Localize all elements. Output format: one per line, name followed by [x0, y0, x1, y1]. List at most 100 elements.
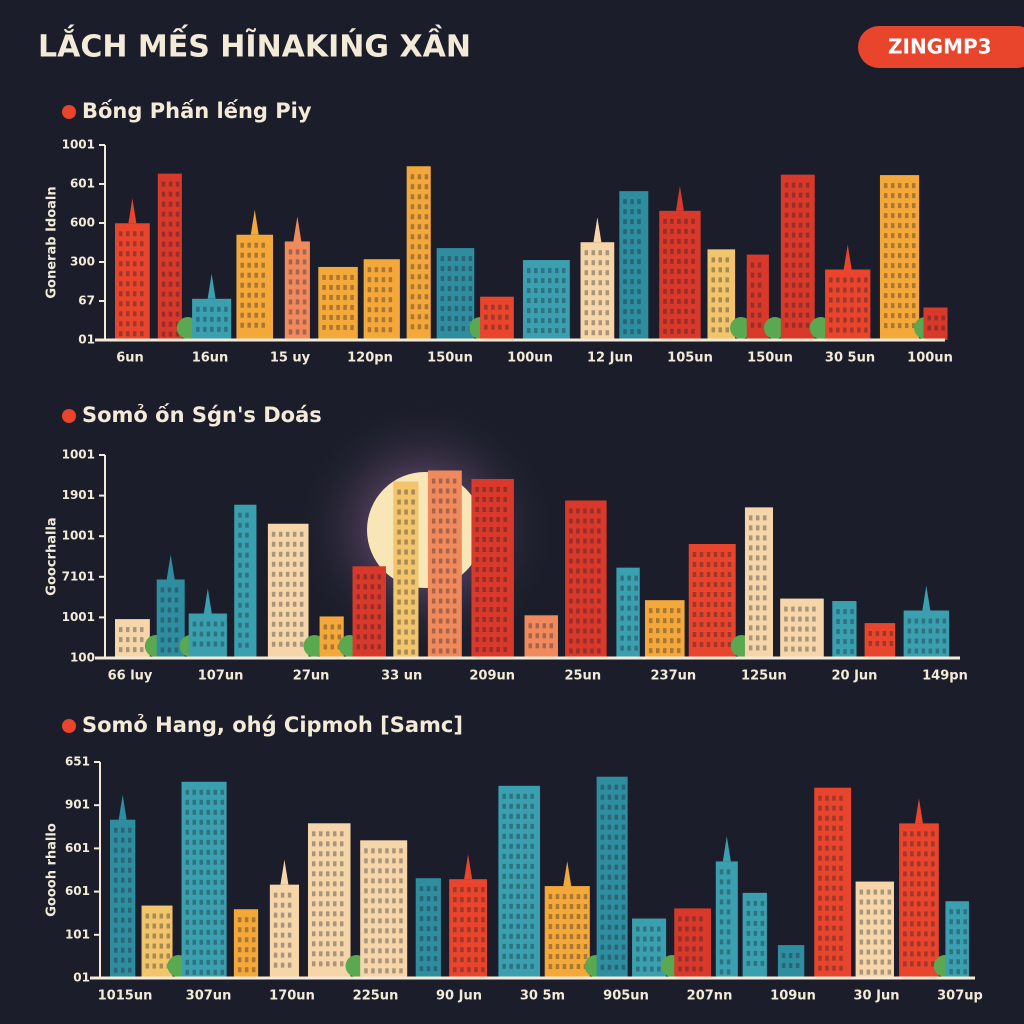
- window: [597, 628, 601, 634]
- window: [637, 289, 641, 295]
- window: [213, 949, 218, 955]
- window: [576, 894, 581, 900]
- window: [924, 871, 928, 877]
- window: [931, 931, 935, 937]
- window: [509, 943, 513, 949]
- window: [873, 969, 878, 975]
- building: [449, 879, 488, 978]
- window: [247, 322, 251, 328]
- window: [392, 868, 396, 874]
- y-tick-label: 01: [78, 333, 95, 347]
- window: [447, 276, 452, 282]
- window: [152, 953, 157, 959]
- window: [318, 841, 323, 847]
- window: [931, 881, 935, 887]
- window: [630, 309, 634, 315]
- window: [311, 931, 316, 937]
- window: [890, 303, 895, 309]
- window: [491, 314, 495, 320]
- window: [523, 843, 527, 849]
- window: [220, 829, 225, 835]
- window: [271, 611, 276, 617]
- window: [343, 284, 347, 290]
- window: [244, 937, 249, 943]
- window: [417, 224, 422, 230]
- window: [410, 184, 415, 190]
- window: [887, 949, 892, 955]
- window: [322, 324, 326, 330]
- window: [364, 928, 368, 934]
- window: [621, 934, 626, 940]
- window: [757, 262, 762, 268]
- x-tick-label: 905un: [603, 989, 649, 1004]
- window: [805, 252, 810, 258]
- window: [475, 486, 479, 492]
- window: [873, 889, 878, 895]
- window: [489, 506, 493, 512]
- window: [535, 623, 540, 629]
- window: [600, 944, 605, 950]
- window: [502, 833, 506, 839]
- window: [897, 283, 902, 289]
- window: [897, 223, 902, 229]
- window: [623, 279, 627, 285]
- window: [548, 924, 553, 930]
- window: [910, 871, 914, 877]
- window: [873, 899, 878, 905]
- window: [114, 957, 118, 963]
- window: [924, 941, 928, 947]
- window: [381, 327, 386, 333]
- window: [597, 568, 601, 574]
- window: [285, 591, 290, 597]
- y-axis-label: Gonerab Idoaln: [45, 186, 60, 298]
- window: [411, 639, 415, 645]
- window: [452, 548, 457, 554]
- window: [530, 953, 534, 959]
- window: [890, 313, 895, 319]
- window: [791, 646, 795, 652]
- window: [873, 939, 878, 945]
- window: [699, 612, 704, 618]
- window: [699, 582, 704, 588]
- window: [883, 323, 888, 329]
- window: [791, 626, 795, 632]
- x-tick-label: 30 5m: [520, 989, 565, 1004]
- window: [605, 330, 610, 336]
- window: [199, 929, 204, 935]
- building: [115, 619, 150, 658]
- window: [261, 292, 265, 298]
- window: [240, 302, 244, 308]
- window: [825, 935, 829, 941]
- window: [245, 612, 249, 618]
- window: [555, 944, 560, 950]
- window: [356, 594, 361, 600]
- window: [126, 261, 130, 267]
- window: [119, 241, 123, 247]
- window: [825, 875, 829, 881]
- window: [533, 318, 538, 324]
- window: [325, 941, 330, 947]
- window: [168, 231, 173, 237]
- window: [273, 952, 278, 958]
- window: [140, 261, 144, 267]
- window: [254, 292, 258, 298]
- window: [726, 909, 731, 915]
- window: [392, 948, 396, 954]
- window: [482, 516, 486, 522]
- window: [161, 231, 166, 237]
- window: [746, 920, 751, 926]
- window: [549, 643, 554, 649]
- window: [637, 229, 641, 235]
- window: [880, 939, 885, 945]
- window: [873, 959, 878, 965]
- window: [561, 268, 566, 274]
- window: [273, 942, 278, 948]
- window: [475, 536, 479, 542]
- window: [467, 917, 471, 923]
- building: [903, 610, 950, 658]
- window: [285, 581, 290, 587]
- window: [502, 913, 506, 919]
- window: [411, 549, 415, 555]
- window: [883, 223, 888, 229]
- window: [713, 562, 718, 568]
